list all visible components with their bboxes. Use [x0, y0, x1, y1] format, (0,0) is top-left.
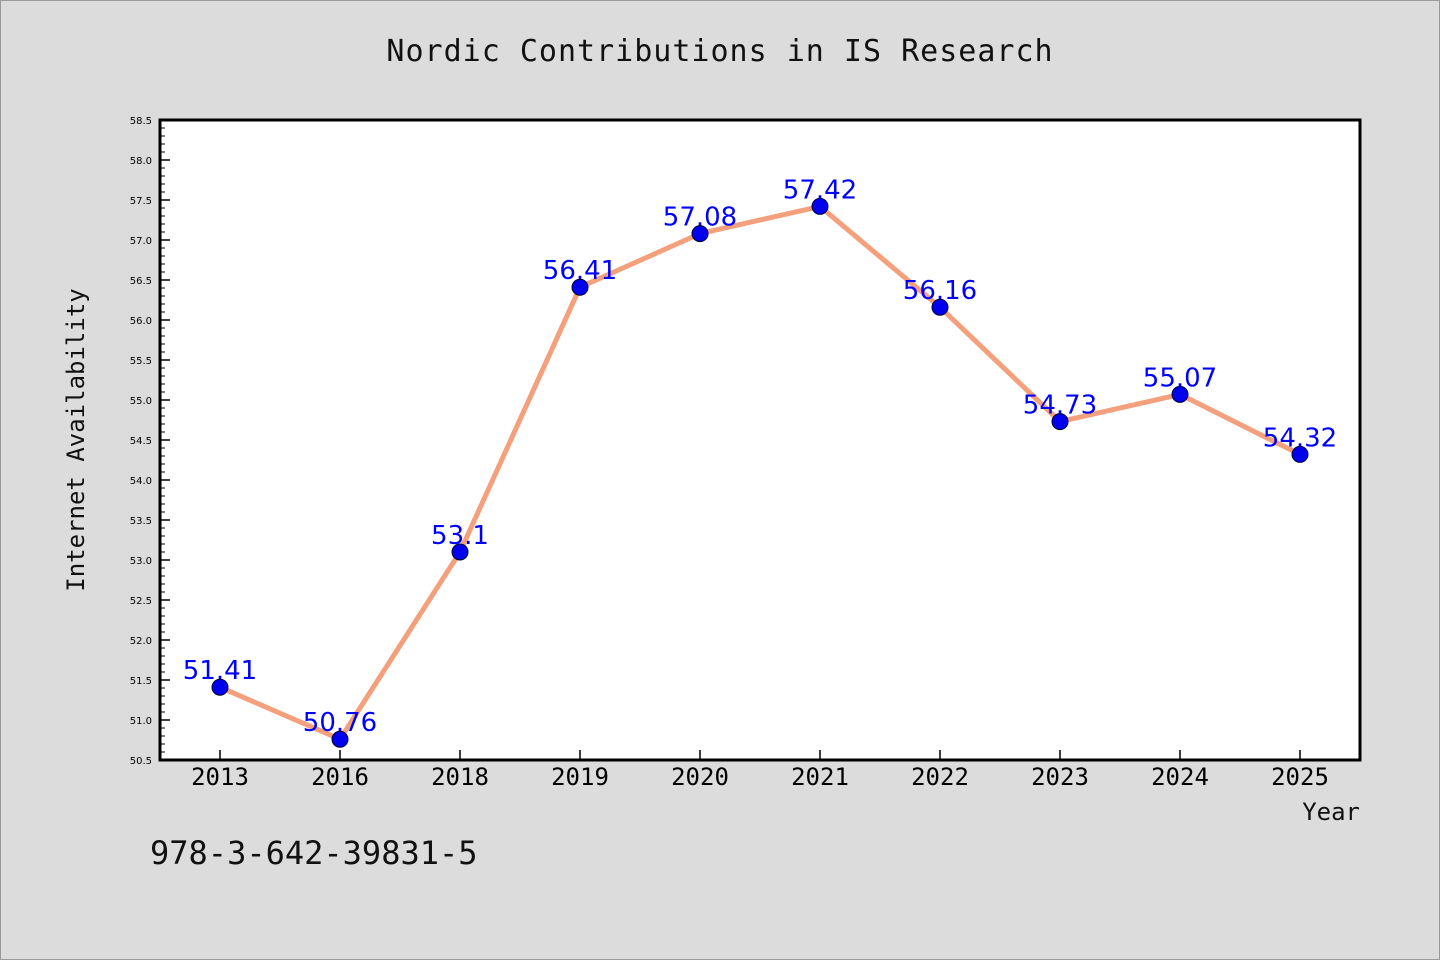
- data-label: 57.08: [663, 203, 737, 233]
- plot-area: [158, 118, 1362, 762]
- x-tick-label: 2022: [911, 763, 969, 791]
- y-axis-label: Internet Availability: [62, 288, 90, 591]
- y-tick-label: 57.0: [130, 236, 152, 247]
- y-tick-label: 53.5: [130, 516, 152, 527]
- y-tick-label: 53.0: [130, 556, 152, 567]
- data-markers: [211, 197, 1309, 748]
- data-point: [211, 678, 229, 696]
- x-tick-label: 2016: [311, 763, 369, 791]
- data-point: [331, 730, 349, 748]
- x-axis-ticks: 2013 2016 2018 2019 2020 2021 2022 2023 2024 2025: [191, 750, 1329, 791]
- chart-title: Nordic Contributions in IS Research: [386, 34, 1054, 69]
- x-tick-label: 2023: [1031, 763, 1089, 791]
- x-tick-label: 2018: [431, 763, 489, 791]
- data-labels: 51.41 50.76 53.1 56.41 57.08 57.42 56.16 54.73 5…: [183, 175, 1337, 738]
- data-label: 54.73: [1023, 391, 1097, 421]
- y-tick-label: 56.5: [130, 276, 152, 287]
- y-tick-label: 51.5: [130, 676, 152, 687]
- y-tick-label: 58.5: [130, 116, 152, 127]
- data-label: 56.41: [543, 256, 617, 286]
- data-point: [811, 197, 829, 215]
- y-tick-label: 58.0: [130, 156, 152, 167]
- data-point: [451, 543, 469, 561]
- y-tick-label: 50.5: [130, 756, 152, 767]
- y-tick-label: 54.0: [130, 476, 152, 487]
- y-tick-label: 56.0: [130, 316, 152, 327]
- data-label: 50.76: [303, 708, 377, 738]
- data-label: 57.42: [783, 175, 857, 205]
- y-tick-label: 55.5: [130, 356, 152, 367]
- x-axis-label: Year: [1302, 798, 1360, 826]
- x-tick-label: 2019: [551, 763, 609, 791]
- data-point: [691, 225, 709, 243]
- y-axis-ticks: 50.5 51.0 51.5 52.0 52.5 53.0 53.5 54.0 54.5 55.0…: [130, 116, 170, 767]
- data-label: 56.16: [903, 276, 977, 306]
- data-label: 53.1: [431, 521, 489, 551]
- data-point: [1051, 413, 1069, 431]
- y-tick-label: 57.5: [130, 196, 152, 207]
- data-point: [1291, 445, 1309, 463]
- data-point: [1171, 385, 1189, 403]
- data-point: [571, 278, 589, 296]
- series-line: [219, 203, 1302, 742]
- x-tick-label: 2020: [671, 763, 729, 791]
- x-tick-label: 2013: [191, 763, 249, 791]
- x-tick-label: 2021: [791, 763, 849, 791]
- x-tick-label: 2024: [1151, 763, 1209, 791]
- y-tick-label: 51.0: [130, 716, 152, 727]
- y-tick-label: 54.5: [130, 436, 152, 447]
- y-tick-label: 52.5: [130, 596, 152, 607]
- x-tick-label: 2025: [1271, 763, 1329, 791]
- data-point: [931, 298, 949, 316]
- data-label: 51.41: [183, 656, 257, 686]
- y-tick-label: 55.0: [130, 396, 152, 407]
- data-label: 54.32: [1263, 423, 1337, 453]
- footer-code: 978-3-642-39831-5: [150, 834, 478, 872]
- y-tick-label: 52.0: [130, 636, 152, 647]
- data-label: 55.07: [1143, 363, 1217, 393]
